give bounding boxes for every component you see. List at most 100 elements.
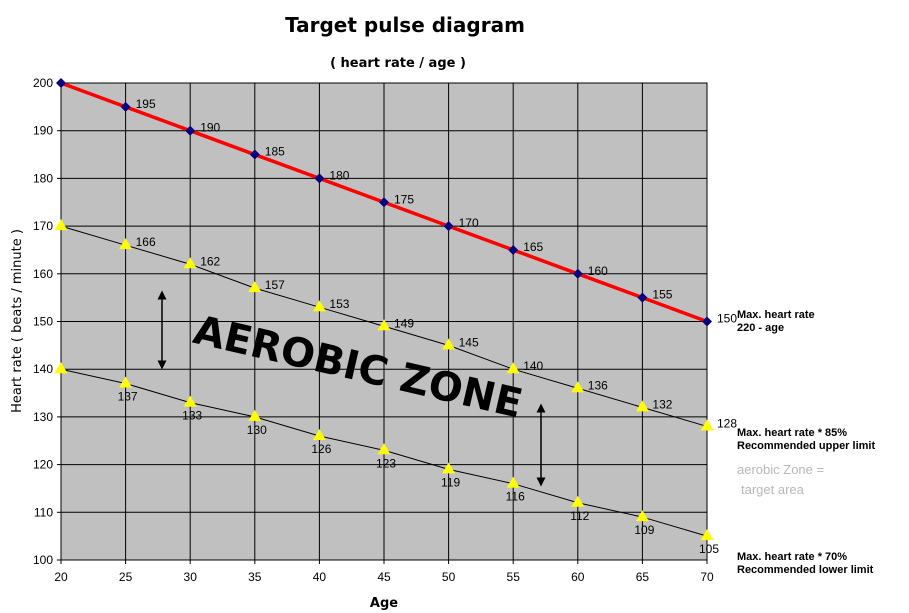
diamond-marker	[56, 78, 66, 88]
triangle-marker	[571, 381, 585, 393]
x-tick-labels: 20 25 30 35 40 45 50 55 60 65 70	[54, 570, 714, 584]
y-tick-label: 160	[33, 267, 53, 281]
y-tick-label: 150	[33, 315, 53, 329]
y-tick-label: 190	[33, 124, 53, 138]
diamond-marker	[572, 268, 583, 279]
data-label: 190	[200, 121, 220, 135]
data-label: 149	[394, 316, 414, 330]
triangle-marker	[183, 395, 197, 407]
data-label: 166	[136, 235, 156, 249]
data-label: 162	[200, 254, 220, 268]
x-tick-label: 70	[700, 570, 714, 584]
triangle-marker	[183, 257, 197, 269]
diamond-marker	[637, 292, 648, 303]
diamond-marker	[379, 197, 389, 208]
triangle-marker	[248, 409, 262, 421]
x-tick-label: 65	[636, 570, 650, 584]
gridlines	[57, 82, 708, 564]
triangle-marker	[571, 495, 585, 507]
x-tick-label: 25	[119, 570, 133, 584]
data-label: 128	[717, 416, 737, 430]
data-label: 195	[136, 97, 156, 111]
data-label: 132	[652, 397, 672, 411]
chart-subtitle: ( heart rate / age )	[330, 56, 466, 71]
lower-limit-label-2: Recommended lower limit	[737, 564, 874, 576]
upper-limit-label-1: Max. heart rate * 85%	[737, 427, 847, 439]
x-tick-label: 45	[377, 570, 391, 584]
max-rate-label-2: 220 - age	[737, 322, 784, 334]
y-tick-label: 130	[33, 410, 53, 424]
y-tick-label: 170	[33, 219, 53, 233]
triangle-marker	[506, 362, 520, 374]
diamond-marker	[508, 244, 519, 255]
target-area-label-2: target area	[741, 482, 805, 497]
triangle-marker	[54, 219, 68, 231]
data-label: 165	[523, 240, 543, 254]
triangle-marker	[54, 362, 68, 374]
diamond-marker	[249, 149, 260, 160]
data-label: 130	[247, 423, 267, 437]
triangle-marker	[506, 476, 520, 488]
y-tick-label: 100	[33, 553, 53, 567]
triangle-marker	[635, 400, 649, 412]
x-tick-label: 30	[184, 570, 198, 584]
data-label: 145	[459, 335, 479, 349]
upper-limit-label-2: Recommended upper limit	[737, 440, 875, 452]
data-labels: 195 190 185 180 175 170 165 160 155 150 166 162 157 1…	[118, 97, 738, 556]
data-label: 160	[588, 264, 608, 278]
y-tick-label: 110	[34, 505, 53, 519]
triangle-marker	[312, 300, 326, 312]
x-tick-label: 35	[248, 570, 262, 584]
data-label: 140	[523, 359, 543, 373]
data-label: 180	[329, 168, 349, 182]
y-tick-label: 120	[33, 458, 53, 472]
data-label: 136	[588, 378, 608, 392]
triangle-marker	[635, 510, 649, 522]
triangle-marker	[442, 338, 456, 350]
triangle-marker	[312, 428, 326, 440]
triangle-marker	[377, 319, 391, 331]
diamond-marker	[702, 316, 712, 327]
series-markers	[54, 78, 714, 541]
y-tick-label: 180	[33, 171, 53, 185]
triangle-marker	[700, 529, 714, 541]
triangle-marker	[700, 419, 714, 431]
y-tick-label: 200	[33, 76, 53, 90]
triangle-marker	[248, 281, 262, 293]
data-label: 170	[459, 216, 479, 230]
data-label: 119	[441, 475, 460, 489]
x-tick-label: 55	[507, 570, 521, 584]
x-tick-label: 60	[571, 570, 585, 584]
diamond-marker	[443, 221, 454, 232]
x-axis-label: Age	[370, 596, 398, 611]
diamond-marker	[120, 101, 131, 112]
x-tick-label: 50	[442, 570, 456, 584]
x-tick-label: 20	[54, 570, 68, 584]
data-label: 133	[182, 409, 202, 423]
chart-title: Target pulse diagram	[285, 13, 525, 37]
diamond-marker	[185, 125, 196, 136]
data-label: 175	[394, 192, 414, 206]
data-label: 185	[265, 145, 285, 159]
data-label: 137	[118, 390, 138, 404]
target-area-label-1: aerobic Zone =	[737, 462, 824, 477]
data-label: 109	[634, 523, 654, 537]
triangle-marker	[442, 462, 456, 474]
data-label: 157	[265, 278, 285, 292]
data-label: 116	[506, 490, 525, 504]
max-rate-label-1: Max. heart rate	[737, 309, 815, 321]
y-axis-label: Heart rate ( beats / minute )	[10, 229, 25, 413]
data-label: 126	[311, 442, 331, 456]
data-label: 153	[329, 297, 349, 311]
data-label: 112	[570, 509, 589, 523]
data-label: 150	[717, 312, 737, 326]
lower-limit-label-1: Max. heart rate * 70%	[737, 551, 847, 563]
data-label: 155	[652, 288, 672, 302]
y-tick-labels: 100 110 120 130 140 150 160 170 180 190 200	[33, 76, 53, 567]
diamond-marker	[314, 173, 325, 184]
triangle-marker	[119, 238, 133, 250]
data-label: 123	[376, 456, 396, 470]
data-label: 105	[699, 542, 719, 556]
triangle-marker	[119, 376, 133, 388]
